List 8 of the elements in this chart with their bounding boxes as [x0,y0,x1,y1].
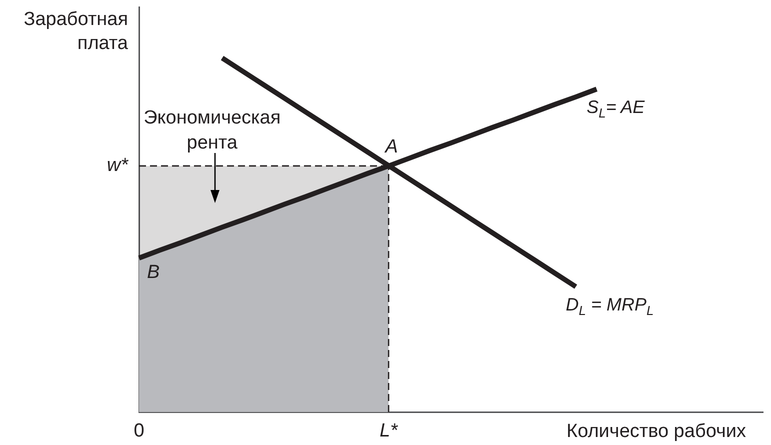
x-axis-title: Количество рабочих [566,420,746,444]
x-tick-label: L* [380,420,398,442]
annotation: B [147,262,160,283]
annotation: A [384,136,398,158]
annotation: w* [106,155,129,176]
x-tick-label: 0 [134,420,144,442]
annotation: Экономическая рента [144,107,281,154]
y-axis-title: Заработная плата [22,8,128,56]
